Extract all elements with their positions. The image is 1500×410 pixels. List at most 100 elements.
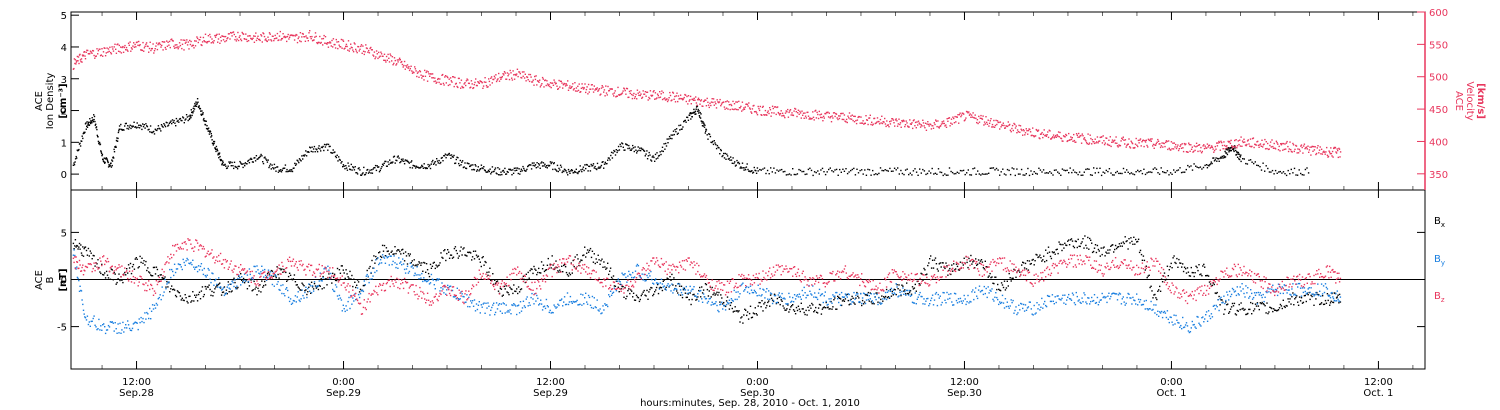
density-point — [316, 151, 319, 153]
velocity-point — [677, 100, 679, 103]
bx-point — [507, 292, 509, 294]
velocity-point — [76, 55, 79, 58]
velocity-point — [1335, 152, 1338, 154]
bx-point — [90, 252, 92, 254]
velocity-point — [362, 45, 364, 47]
velocity-point — [1001, 124, 1004, 127]
bx-point — [697, 296, 699, 298]
density-point — [247, 159, 250, 162]
velocity-point — [983, 121, 986, 123]
bx-point — [792, 304, 794, 306]
bx-point — [468, 251, 470, 254]
density-point — [1195, 165, 1197, 167]
density-point — [215, 150, 217, 153]
velocity-point — [666, 98, 668, 100]
by-point — [325, 267, 327, 269]
velocity-point — [1251, 137, 1254, 140]
velocity-point — [661, 90, 663, 92]
density-point — [1006, 168, 1009, 171]
density-point — [826, 171, 828, 173]
velocity-point — [235, 40, 238, 42]
bx-point — [217, 284, 219, 286]
density-point — [1233, 145, 1236, 147]
density-point — [244, 162, 247, 164]
bx-point — [775, 302, 778, 305]
by-point — [273, 285, 275, 287]
by-point — [111, 321, 113, 323]
density-point — [1234, 147, 1236, 149]
velocity-point — [904, 124, 907, 126]
density-point — [646, 158, 649, 160]
bx-point — [1270, 307, 1272, 309]
velocity-point — [1108, 139, 1110, 141]
velocity-point — [644, 91, 647, 93]
density-point — [639, 149, 642, 152]
bx-point — [350, 278, 352, 280]
density-point — [361, 173, 363, 175]
density-point — [970, 174, 973, 176]
density-point — [391, 162, 393, 164]
bx-point — [953, 263, 955, 265]
bx-point — [1148, 274, 1150, 276]
density-point — [625, 143, 628, 146]
bx-point — [518, 291, 521, 293]
velocity-point — [688, 100, 690, 102]
velocity-point — [585, 88, 588, 91]
density-point — [111, 160, 114, 162]
velocity-point — [993, 126, 996, 128]
bx-point — [1074, 240, 1077, 242]
velocity-point — [541, 83, 543, 85]
density-point — [812, 174, 814, 177]
by-point — [238, 274, 240, 276]
bx-point — [98, 266, 100, 269]
bx-point — [123, 273, 125, 275]
bx-point — [572, 259, 574, 262]
density-point — [127, 125, 129, 127]
by-point — [235, 288, 237, 290]
density-point — [364, 173, 367, 176]
bx-point — [632, 292, 635, 294]
bx-point — [308, 286, 310, 288]
velocity-point — [500, 78, 502, 80]
density-point — [673, 133, 675, 136]
density-point — [925, 173, 927, 176]
velocity-point — [1323, 150, 1325, 152]
density-point — [252, 161, 254, 163]
bx-point — [808, 309, 810, 312]
bx-point — [613, 285, 616, 287]
density-point — [219, 158, 221, 161]
density-point — [111, 164, 113, 167]
density-point — [617, 145, 620, 148]
bx-point — [729, 304, 732, 307]
bx-point — [1049, 255, 1052, 258]
density-point — [672, 134, 674, 136]
velocity-point — [1172, 148, 1175, 150]
density-point — [950, 170, 952, 173]
density-point — [259, 155, 261, 157]
density-point — [629, 149, 632, 151]
velocity-point — [133, 46, 136, 48]
velocity-point — [1194, 149, 1196, 152]
velocity-point — [321, 38, 323, 40]
bx-point — [1214, 292, 1216, 294]
bx-point — [838, 297, 841, 299]
density-point — [91, 117, 93, 119]
density-point — [745, 166, 748, 168]
velocity-point — [571, 85, 573, 88]
density-point — [323, 149, 325, 152]
bx-point — [390, 251, 392, 253]
density-point — [270, 168, 272, 170]
density-point — [360, 174, 362, 176]
density-point — [425, 167, 428, 169]
bx-point — [499, 287, 502, 290]
velocity-point — [80, 60, 82, 63]
bx-point — [459, 250, 461, 252]
density-point — [723, 152, 725, 155]
velocity-point — [1125, 146, 1127, 148]
velocity-point — [569, 85, 571, 87]
velocity-point — [1126, 144, 1128, 147]
by-point — [157, 298, 159, 300]
density-point — [555, 169, 557, 171]
bx-point — [1163, 272, 1166, 274]
bx-point — [1225, 301, 1227, 303]
